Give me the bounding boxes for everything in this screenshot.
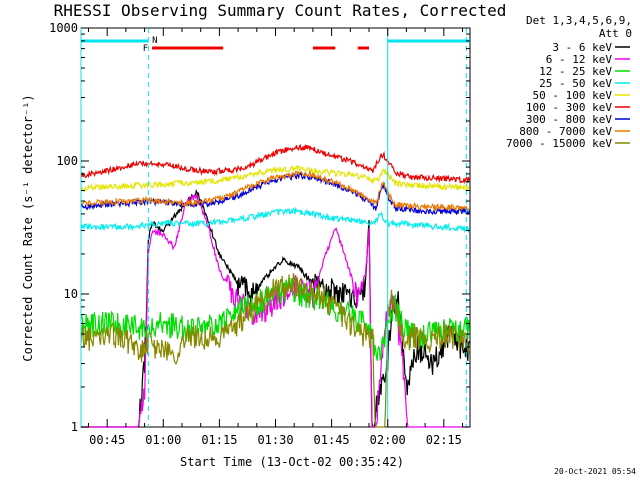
- series-line-5: [80, 143, 470, 185]
- legend-header-line2: Att 0: [599, 27, 632, 40]
- legend-label-3: 25 - 50 keV: [539, 77, 612, 90]
- x-tick-label-0: 00:45: [89, 433, 125, 447]
- series-line-4: [80, 164, 470, 193]
- night-flag-label: N: [152, 36, 157, 46]
- y-axis: 1 10 100 1000: [49, 21, 470, 434]
- x-tick-label-3: 01:30: [257, 433, 293, 447]
- legend-label-8: 7000 - 15000 keV: [506, 137, 612, 150]
- x-tick-label-5: 02:00: [370, 433, 406, 447]
- legend-label-1: 6 - 12 keV: [546, 53, 613, 66]
- series-line-1: [81, 193, 470, 428]
- y-tick-label-1: 10: [64, 287, 78, 301]
- y-tick-label-2: 100: [56, 154, 78, 168]
- timestamp: 20-Oct-2021 05:54: [554, 467, 636, 476]
- chart-title: RHESSI Observing Summary Count Rates, Co…: [54, 1, 507, 20]
- x-tick-label-2: 01:15: [201, 433, 237, 447]
- x-tick-label-4: 01:45: [314, 433, 350, 447]
- x-tick-label-1: 01:00: [145, 433, 181, 447]
- y-tick-label-0: 1: [71, 420, 78, 434]
- y-tick-label-3: 1000: [49, 21, 78, 35]
- x-tick-label-6: 02:15: [426, 433, 462, 447]
- legend-label-0: 3 - 6 keV: [552, 41, 612, 54]
- y-axis-label: Corrected Count Rate (s⁻¹ detector⁻¹): [21, 94, 35, 361]
- series-line-6: [80, 171, 470, 216]
- series-line-8: [80, 273, 470, 428]
- series-layer: [80, 143, 470, 428]
- legend-label-6: 300 - 800 keV: [526, 113, 612, 126]
- flare-flag-label: F: [143, 44, 148, 54]
- legend-label-2: 12 - 25 keV: [539, 65, 612, 78]
- x-axis: 00:45 01:00 01:15 01:30 01:45 02:00 02:15: [87, 28, 464, 447]
- flag-layer: NF: [80, 28, 470, 427]
- legend-header-line1: Det 1,3,4,5,6,9,: [526, 14, 632, 27]
- legend-label-7: 800 - 7000 keV: [519, 125, 612, 138]
- series-line-7: [80, 169, 470, 212]
- legend-label-5: 100 - 300 keV: [526, 101, 612, 114]
- legend-label-4: 50 - 100 keV: [533, 89, 613, 102]
- series-line-3: [80, 206, 470, 234]
- x-axis-label: Start Time (13-Oct-02 00:35:42): [180, 455, 404, 469]
